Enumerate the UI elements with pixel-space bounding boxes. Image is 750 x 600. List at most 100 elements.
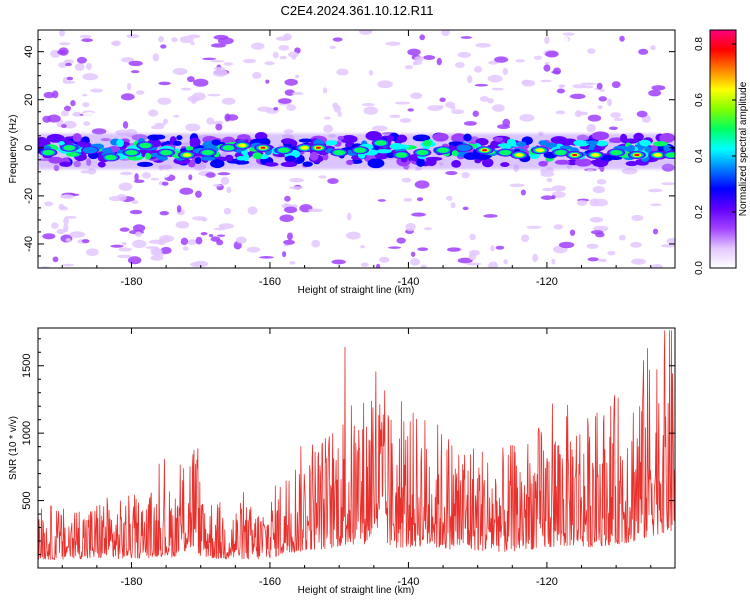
heatmap-speckle <box>551 195 556 200</box>
heatmap-speckle <box>116 193 127 202</box>
heatmap-speckle <box>494 56 509 63</box>
heatmap-speckle <box>79 34 92 39</box>
ridge-base-blob <box>482 158 494 168</box>
heatmap-speckle <box>483 214 498 218</box>
heatmap-speckle <box>540 79 552 83</box>
heatmap-speckle <box>586 124 596 133</box>
heatmap-speckle <box>212 184 223 187</box>
heatmap-speckle <box>519 114 535 122</box>
heatmap-speckle <box>311 239 321 248</box>
heatmap-speckle <box>532 253 539 262</box>
ridge-base-blob <box>194 157 202 164</box>
heatmap-speckle <box>377 199 386 202</box>
colorbar-label: Normalized spectral amplitude <box>738 81 749 216</box>
heatmap-speckle <box>597 105 603 110</box>
heatmap-speckle <box>598 96 607 102</box>
heatmap-speckle <box>540 195 554 200</box>
heatmap-speckle <box>454 62 465 68</box>
snr-x-ticks: -180 -160 -140 -120 <box>61 328 652 588</box>
ridge-base-blob <box>426 157 437 167</box>
ridge-mid-blob <box>544 142 558 148</box>
heatmap-speckle <box>80 170 90 174</box>
heatmap-speckle <box>111 41 120 46</box>
heatmap-speckle <box>611 81 621 89</box>
ridge-mid-blob <box>325 140 335 146</box>
x-tick-label: -120 <box>536 576 558 588</box>
ridge-base-blob <box>298 138 313 143</box>
heatmap-speckle <box>150 255 164 261</box>
heatmap-speckle <box>361 103 375 107</box>
ridge-peak-blob <box>354 147 366 153</box>
heatmap-speckle <box>217 234 226 237</box>
heatmap-speckle <box>345 231 361 240</box>
heatmap-speckle <box>126 34 140 39</box>
heatmap-speckle <box>207 246 215 255</box>
heatmap-speckle <box>148 239 165 245</box>
heatmap-speckle <box>407 108 414 112</box>
heatmap-speckle <box>436 57 442 66</box>
snr-x-axis-label: Height of straight line (km) <box>298 585 415 596</box>
heatmap-speckle <box>66 76 74 81</box>
y-tick-label: -40 <box>23 236 35 252</box>
ridge-mid-blob <box>200 156 216 161</box>
ridge-mid-blob <box>243 153 250 162</box>
heatmap-speckle <box>466 262 482 266</box>
heatmap-speckle <box>157 97 172 105</box>
x-tick-label: -140 <box>397 276 419 288</box>
ridge-peak-blob <box>591 153 600 157</box>
heatmap-speckle <box>63 217 69 225</box>
ridge-base-blob <box>412 134 431 142</box>
ridge-peak-blob <box>499 150 512 156</box>
heatmap-speckle <box>553 224 564 230</box>
heatmap-speckle <box>213 66 226 70</box>
heatmap-speckle <box>158 169 171 178</box>
heatmap-speckle <box>180 237 189 246</box>
ridge-peak-blob <box>374 140 387 146</box>
heatmap-speckle <box>503 259 508 265</box>
heatmap-speckle <box>117 254 132 259</box>
ridge-peak-blob <box>201 150 214 156</box>
heatmap-speckle <box>283 239 295 245</box>
ridge-base-blob <box>574 158 592 167</box>
heatmap-speckle <box>446 195 453 201</box>
heatmap-speckle <box>587 114 602 122</box>
heatmap-speckle <box>159 211 169 216</box>
heatmap-speckle <box>638 48 649 55</box>
heatmap-speckle <box>83 121 91 126</box>
heatmap-speckle <box>423 55 436 61</box>
colorbar-tick-label: 0.8 <box>694 37 705 51</box>
heatmap-speckle <box>181 61 187 70</box>
heatmap-speckle <box>445 170 458 176</box>
heatmap-speckle <box>520 189 526 196</box>
heatmap-speckle <box>176 205 182 213</box>
spectrogram-y-ticks: -40 -20 0 20 40 <box>23 39 675 257</box>
heatmap-speckle <box>58 62 68 68</box>
heatmap-speckle <box>411 212 426 217</box>
heatmap-speckle <box>488 60 499 65</box>
ridge-base-blob <box>374 151 389 160</box>
heatmap-speckle <box>469 233 476 241</box>
heatmap-speckle <box>69 231 86 238</box>
heatmap-speckle <box>450 105 456 110</box>
heatmap-speckle <box>179 187 194 195</box>
heatmap-speckle <box>58 47 69 56</box>
heatmap-speckle <box>135 90 145 95</box>
heatmap-speckle <box>322 87 328 94</box>
heatmap-speckle <box>212 69 228 77</box>
heatmap-speckle <box>85 62 92 70</box>
heatmap-speckle <box>160 44 167 49</box>
ridge-mid-blob <box>559 145 573 150</box>
ridge-base-blob <box>264 162 279 167</box>
ridge-base-blob <box>280 138 294 145</box>
heatmap-speckle <box>182 246 189 251</box>
colorbar: 0.0 0.2 0.4 0.6 0.8 Normalized spectral ampl… <box>694 29 749 275</box>
heatmap-speckle <box>118 182 133 191</box>
heatmap-speckle <box>542 187 554 192</box>
heatmap-speckle <box>551 258 556 265</box>
heatmap-speckle <box>220 176 230 185</box>
heatmap-speckle <box>74 63 85 71</box>
heatmap-speckle <box>273 106 279 111</box>
ridge-base-blob <box>396 134 408 143</box>
heatmap-speckle <box>318 175 327 179</box>
heatmap-speckle <box>651 263 663 268</box>
